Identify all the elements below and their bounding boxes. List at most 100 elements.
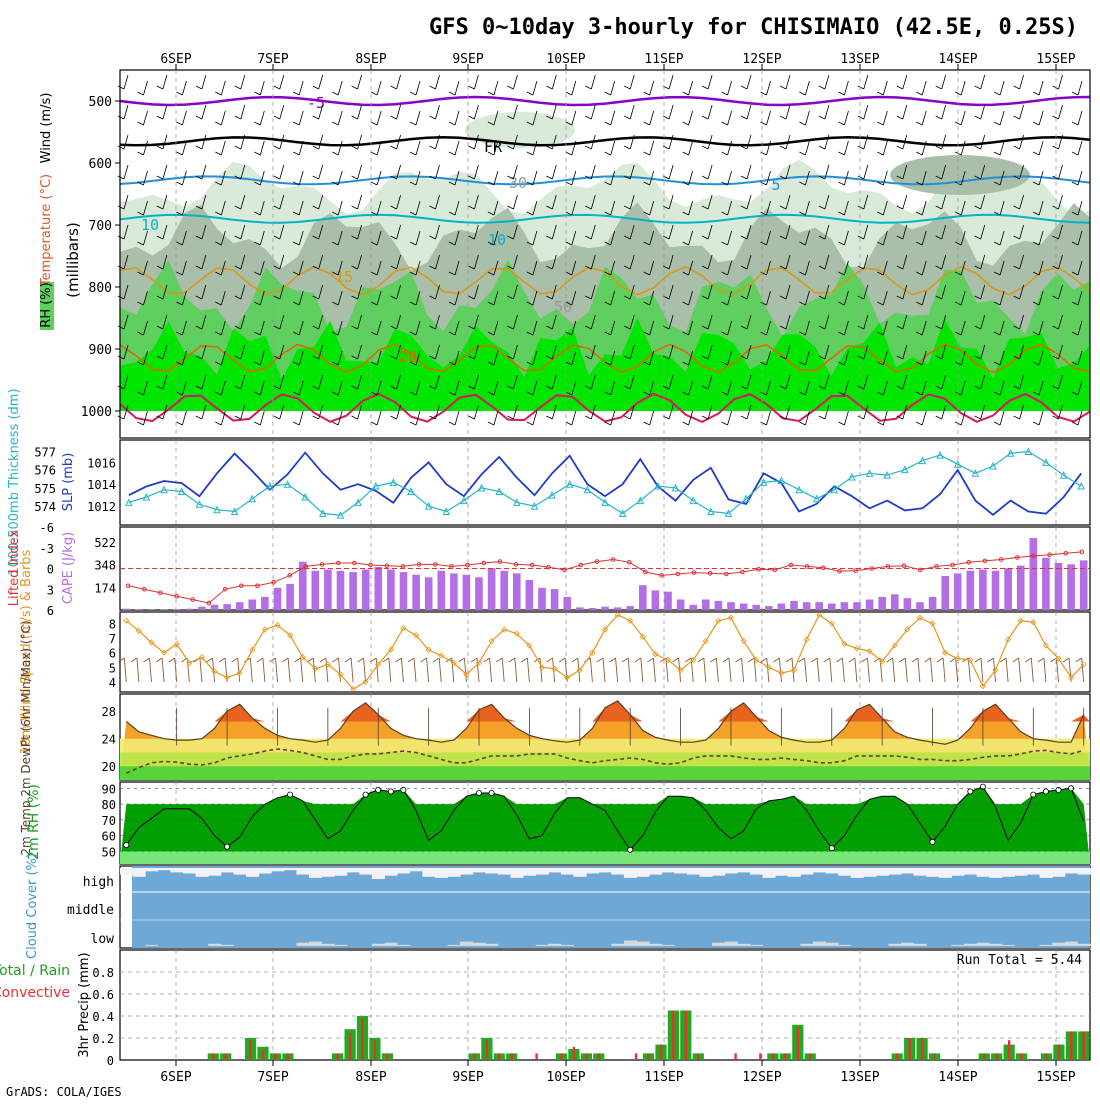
li-tick-label: 0 (47, 563, 54, 577)
y-axis-label: (millibars) (64, 222, 82, 298)
cloud-high-bar (334, 868, 347, 876)
cloud-high-bar (800, 868, 813, 875)
precip-legend-total: Total / Rain (0, 963, 70, 979)
cloud-high-bar (561, 868, 574, 875)
li-tick-label: 6 (47, 604, 54, 618)
cloud-low-bar (649, 944, 662, 946)
y-tick-label: 600 (89, 157, 112, 172)
temp-band-overlay (120, 766, 1090, 780)
isotherm-label: FR (484, 138, 503, 156)
cape-bar (475, 577, 483, 610)
wind-tick-label: 4 (109, 676, 116, 690)
precip-conv-bar (225, 1053, 227, 1060)
cloud-high-bar (422, 868, 435, 877)
precip-conv-bar (212, 1053, 214, 1060)
cloud-high-bar (208, 868, 221, 876)
precip-conv-bar (1058, 1045, 1060, 1060)
date-label-top: 11SEP (644, 52, 683, 67)
cloud-background (132, 866, 1090, 948)
cloud-low-bar (712, 943, 725, 946)
rh-tick-label: 70 (102, 814, 116, 828)
rh-marker (225, 844, 230, 849)
cloud-high-bar (523, 868, 536, 876)
precip-conv-bar (996, 1053, 998, 1060)
cloud-high-bar (838, 868, 851, 876)
precip-conv-bar (486, 1040, 488, 1060)
cloud-high-bar (410, 868, 423, 871)
cloud-high-bar (259, 868, 272, 874)
cape-bar (715, 601, 723, 610)
cloud-low-bar (662, 945, 675, 946)
precip-conv-bar (598, 1053, 600, 1060)
rh-tick-label: 60 (102, 830, 116, 844)
cape-bar (387, 570, 395, 611)
cape-bar (841, 602, 849, 610)
cape-bar (211, 605, 219, 610)
rh-marker (1031, 792, 1036, 797)
cloud-low-bar (296, 943, 309, 946)
cloud-low-bar (485, 944, 498, 946)
rh-patch (465, 112, 575, 148)
slp-tick-label: 1012 (87, 500, 116, 514)
cape-tick-label: 522 (94, 536, 116, 550)
cloud-high-bar (964, 868, 977, 875)
cloud-high-bar (599, 868, 612, 872)
cloud-low-bar (1002, 945, 1015, 946)
cloud-high-bar (813, 868, 826, 872)
cloud-low-bar (813, 942, 826, 946)
precip-conv-bar (660, 1045, 662, 1060)
cloud-low-bar (888, 944, 901, 946)
cloud-axis-label: Cloud Cover (%) (25, 853, 40, 959)
cape-bar (778, 604, 786, 611)
cloud-high-bar (498, 868, 511, 875)
cloud-low-bar (989, 944, 1002, 946)
li-tick-label: 3 (47, 583, 54, 597)
cloud-low-bar (637, 942, 650, 946)
cloud-low-bar (561, 945, 574, 946)
precip-tick-label: 0.8 (92, 966, 114, 980)
cloud-low-bar (1040, 945, 1053, 946)
cape-bar (274, 588, 282, 610)
y-tick-label: 500 (89, 95, 112, 110)
rh-tick-label: 90 (102, 782, 116, 796)
cloud-low-bar (372, 944, 385, 946)
slp-axis-label: SLP (mb) (61, 453, 76, 512)
cloud-high-bar (1065, 868, 1078, 874)
cloud-high-bar (309, 868, 322, 878)
cloud-high-bar (611, 868, 624, 875)
cape-bar (173, 609, 181, 610)
cape-bar (261, 597, 269, 610)
cape-bar (790, 601, 798, 610)
cape-bar (941, 576, 949, 610)
cloud-low-bar (1065, 942, 1078, 946)
precip-tick-label: 0.6 (92, 988, 114, 1002)
cape-bar (828, 604, 836, 611)
rh-marker (968, 789, 973, 794)
isotherm-label: 10 (141, 216, 159, 234)
precip-conv-bar (697, 1053, 699, 1060)
cloud-high-bar (221, 868, 234, 872)
cape-bar (589, 608, 597, 610)
rh-base (120, 851, 1090, 864)
wind-tick-label: 5 (109, 661, 116, 675)
cloud-high-bar (284, 868, 297, 870)
cape-bar (878, 597, 886, 610)
precip-conv-bar (809, 1053, 811, 1060)
cape-bar (463, 575, 471, 610)
cloud-high-bar (725, 868, 738, 874)
precip-conv-bar (1045, 1053, 1047, 1060)
cape-bar (815, 602, 823, 610)
precip-conv-bar (635, 1053, 637, 1060)
cape-bar (1017, 566, 1025, 610)
cape-bar (967, 571, 975, 610)
precip-conv-bar (511, 1053, 513, 1060)
date-label-bottom: 7SEP (257, 1070, 288, 1085)
date-label-bottom: 12SEP (742, 1070, 781, 1085)
precip-conv-bar (1020, 1053, 1022, 1060)
date-label-top: 8SEP (355, 52, 386, 67)
cape-bar (1067, 564, 1075, 610)
cloud-low-bar (951, 945, 964, 946)
wind-tick-label: 6 (109, 647, 116, 661)
precip-conv-bar (685, 1011, 687, 1061)
cloud-high-bar (485, 868, 498, 874)
